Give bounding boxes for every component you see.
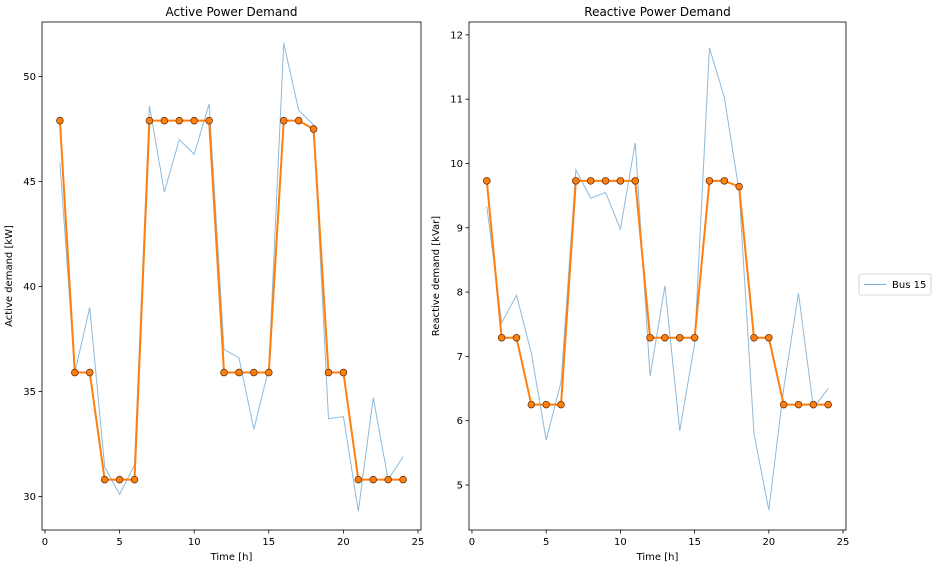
active-x-tick-label: 10 <box>188 537 201 548</box>
active-data-point <box>354 475 363 484</box>
active-data-point <box>279 116 288 125</box>
active-data-point <box>175 116 184 125</box>
reactive-data-point <box>601 177 610 185</box>
reactive-y-tick-label: 11 <box>450 95 463 106</box>
active-x-tick-label: 20 <box>337 537 350 548</box>
active-data-point <box>145 116 154 125</box>
reactive-x-tick-label: 0 <box>469 537 475 548</box>
active-y-axis-label: Active demand [kW] <box>4 225 15 327</box>
active-x-ticks: 0 5 10 15 20 25 <box>42 530 425 548</box>
reactive-series-line-bus-15 <box>486 47 829 511</box>
reactive-data-point <box>705 177 714 185</box>
reactive-power-subplot: 5 6 7 8 9 10 11 12 0 5 10 15 20 25 Reactive Power De… <box>431 5 849 563</box>
reactive-data-point <box>527 400 536 409</box>
reactive-y-tick-label: 6 <box>457 416 463 427</box>
active-x-tick-label: 0 <box>42 537 48 548</box>
reactive-data-point <box>497 333 506 342</box>
active-y-tick-label: 50 <box>23 72 36 83</box>
reactive-y-tick-label: 7 <box>457 352 463 363</box>
active-data-point <box>324 368 333 377</box>
reactive-data-point <box>483 177 491 185</box>
legend: Bus 15 <box>858 273 932 296</box>
reactive-data-point <box>586 177 595 185</box>
active-series <box>56 42 407 512</box>
active-data-point <box>384 475 392 484</box>
active-power-subplot: 30 35 40 45 50 0 5 10 15 20 25 Active Power Deman… <box>4 5 424 563</box>
reactive-data-point <box>735 182 743 191</box>
active-data-point <box>339 368 348 377</box>
reactive-x-tick-label: 15 <box>688 537 701 548</box>
active-data-point <box>265 368 273 377</box>
active-data-point <box>190 116 198 125</box>
reactive-y-tick-label: 5 <box>457 480 463 491</box>
active-plot-frame <box>41 21 422 531</box>
reactive-data-point <box>661 333 669 342</box>
reactive-data-point <box>631 177 639 185</box>
active-x-tick-label: 5 <box>116 537 122 548</box>
active-y-tick-label: 40 <box>23 282 36 293</box>
active-data-point <box>100 475 109 484</box>
reactive-y-tick-label: 10 <box>450 159 463 170</box>
reactive-data-point <box>646 333 654 342</box>
reactive-data-point <box>794 400 803 409</box>
reactive-data-point <box>572 177 580 185</box>
reactive-data-point <box>512 333 521 342</box>
active-x-tick-label: 25 <box>412 537 425 548</box>
legend-box <box>858 273 932 296</box>
reactive-x-tick-label: 10 <box>614 537 627 548</box>
reactive-x-axis-label: Time [h] <box>636 552 679 563</box>
active-data-point <box>294 116 303 125</box>
reactive-data-point <box>676 333 684 342</box>
reactive-x-tick-label: 5 <box>543 537 549 548</box>
legend-label-bus-15: Bus 15 <box>892 280 926 291</box>
active-data-point <box>309 125 318 133</box>
reactive-y-tick-label: 12 <box>450 30 463 41</box>
reactive-y-ticks: 5 6 7 8 9 10 11 12 <box>450 30 469 491</box>
reactive-data-point <box>616 177 625 185</box>
reactive-series <box>483 47 832 511</box>
reactive-y-tick-label: 9 <box>457 223 463 234</box>
reactive-data-point <box>779 400 788 409</box>
active-data-point <box>85 368 94 377</box>
active-data-point <box>205 116 213 125</box>
active-x-tick-label: 15 <box>262 537 275 548</box>
active-series-line-bus-15 <box>59 42 404 512</box>
active-y-tick-label: 45 <box>23 177 36 188</box>
reactive-data-point <box>809 400 818 409</box>
active-y-tick-label: 30 <box>23 492 36 503</box>
active-data-point <box>130 475 139 484</box>
active-data-point <box>56 116 64 125</box>
reactive-data-point <box>750 333 758 342</box>
active-y-ticks: 30 35 40 45 50 <box>23 72 42 503</box>
active-data-point <box>235 368 243 377</box>
active-data-point <box>71 368 79 377</box>
reactive-series-line-stepped <box>485 179 829 406</box>
active-data-point <box>399 475 407 484</box>
reactive-x-ticks: 0 5 10 15 20 25 <box>469 530 850 548</box>
active-data-point <box>160 116 169 125</box>
active-x-axis-label: Time [h] <box>210 552 253 563</box>
reactive-data-point <box>720 177 729 185</box>
reactive-data-point <box>765 333 773 342</box>
reactive-y-axis-label: Reactive demand [kVar] <box>431 216 442 336</box>
active-data-point <box>369 475 378 484</box>
active-chart-title: Active Power Demand <box>166 5 298 19</box>
active-series-line-stepped <box>58 119 404 481</box>
active-data-point <box>115 475 124 484</box>
reactive-data-point <box>824 400 832 409</box>
reactive-data-point <box>542 400 550 409</box>
active-data-point <box>250 368 258 377</box>
active-data-point <box>220 368 228 377</box>
reactive-data-point <box>557 400 565 409</box>
reactive-chart-title: Reactive Power Demand <box>584 5 730 19</box>
reactive-plot-frame <box>468 21 847 531</box>
reactive-x-tick-label: 25 <box>837 537 850 548</box>
reactive-data-point <box>690 333 699 342</box>
active-y-tick-label: 35 <box>23 387 36 398</box>
reactive-x-tick-label: 20 <box>762 537 775 548</box>
reactive-y-tick-label: 8 <box>457 288 463 299</box>
